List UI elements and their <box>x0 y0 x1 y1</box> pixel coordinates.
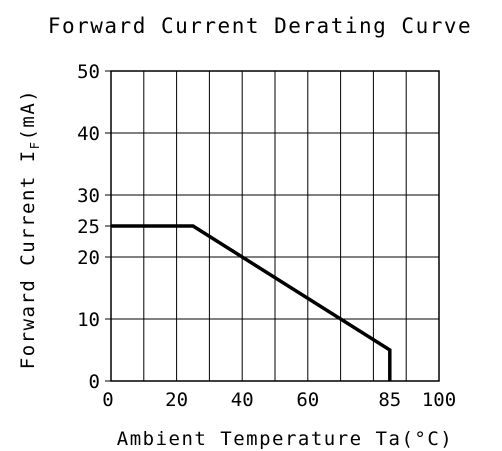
x-tick-label: 40 <box>231 389 254 411</box>
y-tick-label: 10 <box>77 309 100 331</box>
x-tick-label: 100 <box>422 389 456 411</box>
x-axis-label: Ambient Temperature Ta(°C) <box>117 428 453 450</box>
y-tick-label: 20 <box>77 247 100 269</box>
x-tick-label: 20 <box>165 389 188 411</box>
series-group <box>111 224 392 381</box>
y-axis-label-subscript: F <box>28 141 42 150</box>
y-tick-label: 40 <box>77 123 100 145</box>
x-tick-label: 0 <box>102 389 113 411</box>
y-axis-label-unit: (mA) <box>17 89 39 141</box>
y-axis-label-main: Forward Current I <box>17 149 39 369</box>
x-tick-label: 60 <box>296 389 319 411</box>
y-tick-label: 0 <box>89 371 100 393</box>
y-tick-label: 30 <box>77 185 100 207</box>
x-tick-labels: 0 20 40 60 85 100 <box>102 389 456 411</box>
y-tick-label: 25 <box>77 216 100 238</box>
y-tick-labels: 0 10 20 25 30 40 50 <box>77 61 111 393</box>
y-axis-label: Forward Current IF(mA) <box>17 89 42 369</box>
derating-curve-line <box>111 224 392 381</box>
x-tick-label: 85 <box>378 389 401 411</box>
chart-title: Forward Current Derating Curve <box>48 14 472 38</box>
y-tick-label: 50 <box>77 61 100 83</box>
